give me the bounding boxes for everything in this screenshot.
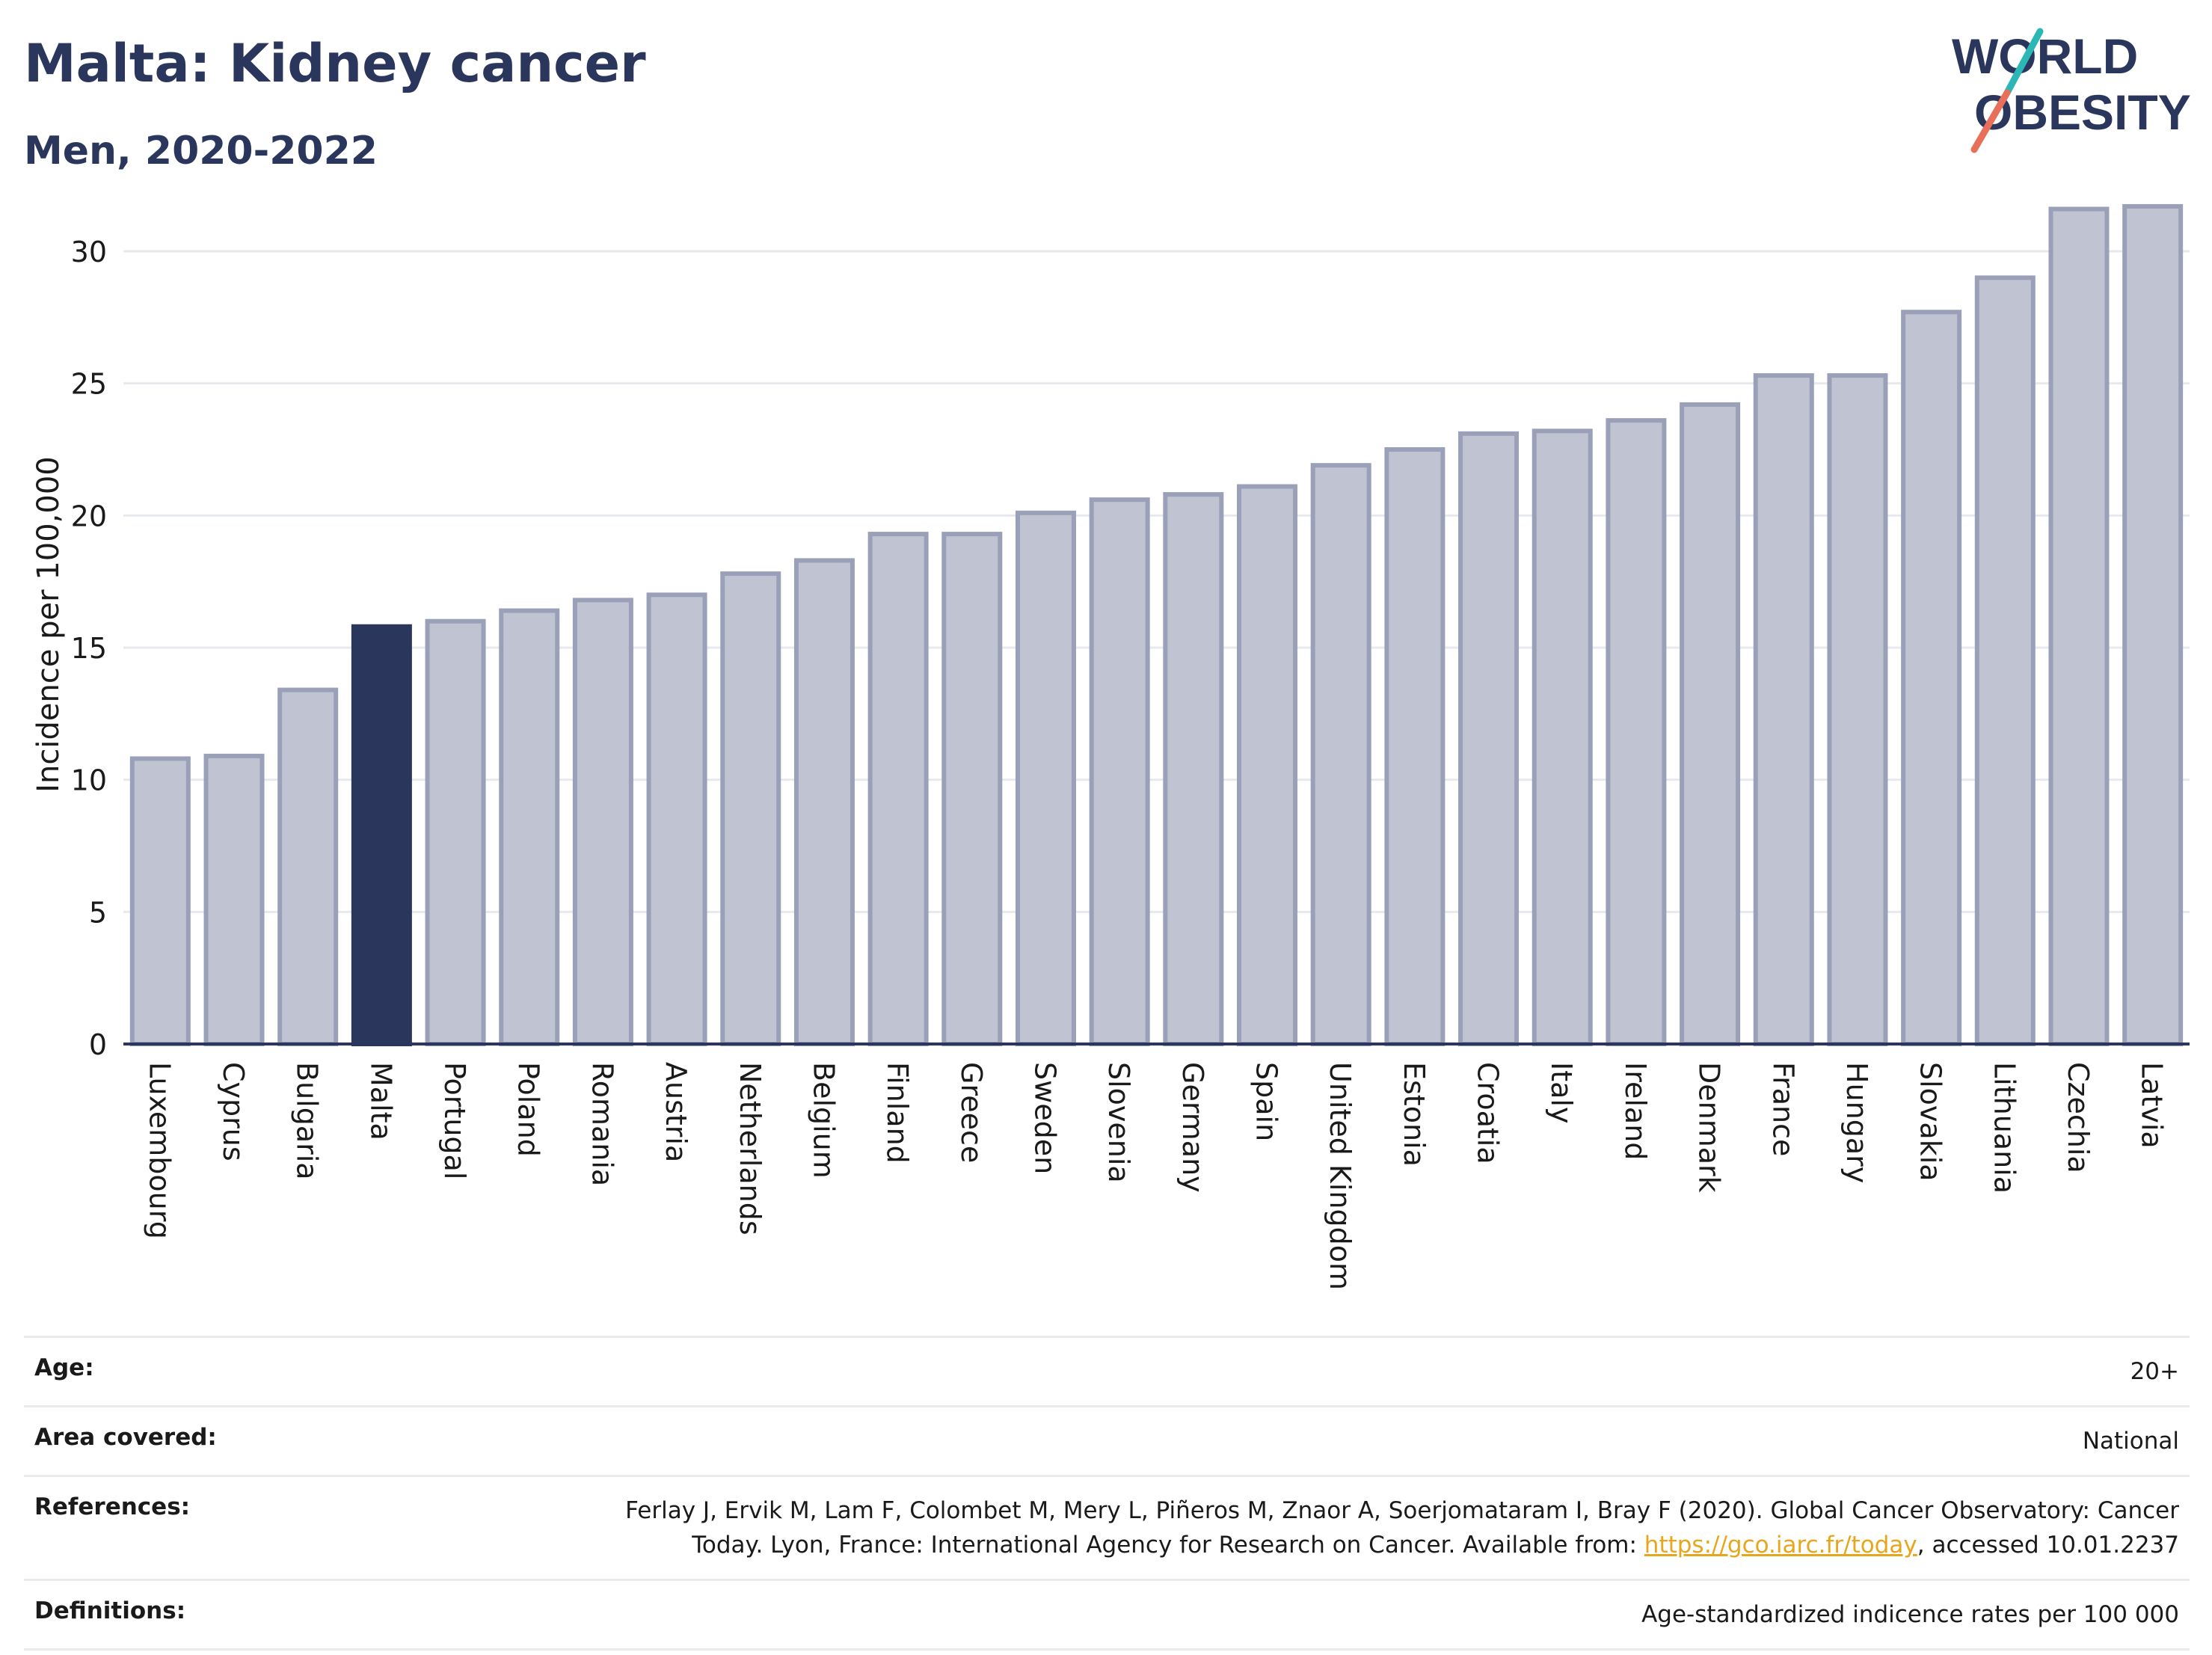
x-tick-label: Hungary <box>1840 1062 1873 1183</box>
x-tick-label: Spain <box>1250 1062 1283 1141</box>
bar-italy <box>1531 429 1593 1046</box>
bar-spain <box>1237 484 1298 1046</box>
age-value: 20+ <box>2130 1358 2179 1385</box>
references-line-2-post: , accessed 10.01.2237 <box>1917 1532 2179 1559</box>
x-tick-label: Estonia <box>1398 1062 1431 1167</box>
bar-slovakia <box>1901 310 1962 1046</box>
x-tick-label: Bulgaria <box>291 1062 324 1180</box>
bar-belgium <box>793 558 855 1046</box>
bar-latvia <box>2122 203 2184 1046</box>
meta-row-age: Age: 20+ <box>24 1336 2190 1405</box>
bar-cyprus <box>203 753 265 1046</box>
logo-teal-stroke <box>2003 28 2044 96</box>
age-label: Age: <box>34 1354 94 1381</box>
logo-coral-stroke <box>1970 89 2011 153</box>
bar-croatia <box>1458 431 1520 1046</box>
x-tick-label: France <box>1766 1062 1799 1156</box>
x-tick-label: Slovenia <box>1102 1062 1135 1183</box>
x-tick-label: Italy <box>1545 1062 1578 1123</box>
references-value: Ferlay J, Ervik M, Lam F, Colombet M, Me… <box>625 1493 2179 1562</box>
bar-romania <box>572 598 633 1046</box>
references-link[interactable]: https://gco.iarc.fr/today <box>1644 1532 1917 1559</box>
y-tick-label: 5 <box>89 896 107 929</box>
y-tick-label: 0 <box>89 1028 107 1061</box>
x-tick-label: Luxembourg <box>143 1062 176 1239</box>
x-tick-label: Poland <box>512 1062 545 1157</box>
definitions-value: Age-standardized indicence rates per 100… <box>1641 1601 2179 1628</box>
bar-denmark <box>1680 402 1741 1046</box>
page-subtitle: Men, 2020-2022 <box>24 129 378 174</box>
x-tick-label: Slovakia <box>1914 1062 1947 1182</box>
bar-greece <box>941 532 1003 1046</box>
meta-row-references: References: Ferlay J, Ervik M, Lam F, Co… <box>24 1475 2190 1579</box>
y-axis-label: Incidence per 100,000 <box>31 456 66 793</box>
x-tick-label: Finland <box>881 1062 914 1164</box>
bar-ireland <box>1606 418 1667 1046</box>
bars <box>129 203 2184 1047</box>
x-tick-label: Germany <box>1176 1062 1209 1193</box>
bar-netherlands <box>720 571 781 1046</box>
bar-chart: 0 5 10 15 20 25 30 Luxembourg Cyprus Bulgaria Malt… <box>31 203 2190 1290</box>
bar-luxembourg <box>129 756 191 1047</box>
x-tick-label: Croatia <box>1472 1062 1505 1164</box>
x-tick-label: Belgium <box>807 1062 840 1179</box>
x-tick-label: Greece <box>955 1062 988 1163</box>
x-tick-label: Romania <box>586 1062 618 1186</box>
x-tick-label: Latvia <box>2136 1062 2169 1149</box>
x-tick-label: Sweden <box>1028 1062 1061 1174</box>
y-tick-label: 10 <box>71 764 107 797</box>
bar-estonia <box>1384 447 1446 1046</box>
x-tick-label: Denmark <box>1693 1062 1726 1193</box>
references-label: References: <box>34 1493 191 1520</box>
x-tick-label: Cyprus <box>217 1062 250 1161</box>
bar-bulgaria <box>277 687 339 1046</box>
bar-poland <box>499 608 560 1046</box>
x-tick-label: Austria <box>660 1062 692 1162</box>
x-tick-label: Malta <box>364 1062 397 1140</box>
y-tick-label: 25 <box>71 368 107 401</box>
meta-row-area: Area covered: National <box>24 1405 2190 1475</box>
x-tick-label: United Kingdom <box>1324 1062 1357 1290</box>
bar-germany <box>1163 492 1224 1046</box>
bar-lithuania <box>1974 275 2036 1046</box>
bar-czechia <box>2048 206 2110 1046</box>
x-tick-label: Ireland <box>1619 1062 1652 1160</box>
bar-france <box>1753 373 1814 1047</box>
page-title: Malta: Kidney cancer <box>24 33 646 94</box>
x-tick-label: Lithuania <box>1988 1062 2021 1194</box>
references-line-1: Ferlay J, Ervik M, Lam F, Colombet M, Me… <box>625 1497 2179 1524</box>
bar-slovenia <box>1089 497 1150 1046</box>
y-tick-label: 15 <box>71 632 107 665</box>
y-tick-label: 30 <box>71 236 107 268</box>
axes: 0 5 10 15 20 25 30 Luxembourg Cyprus Bulgaria Malt… <box>71 236 2190 1290</box>
meta-row-definitions: Definitions: Age-standardized indicence … <box>24 1579 2190 1651</box>
bar-finland <box>867 532 929 1046</box>
x-tick-label: Netherlands <box>734 1062 766 1235</box>
bar-malta <box>351 624 412 1046</box>
bar-portugal <box>425 618 486 1046</box>
x-tick-label: Czechia <box>2062 1062 2095 1173</box>
bar-united-kingdom <box>1310 463 1371 1046</box>
references-line-2-pre: Today. Lyon, France: International Agenc… <box>692 1532 1644 1559</box>
bar-hungary <box>1827 373 1888 1047</box>
bar-austria <box>646 592 707 1046</box>
area-value: National <box>2082 1428 2179 1455</box>
x-tick-label: Portugal <box>438 1062 471 1179</box>
definitions-label: Definitions: <box>34 1597 186 1624</box>
logo-word-world: WORLD <box>1952 28 2138 84</box>
y-tick-label: 20 <box>71 500 107 532</box>
world-obesity-logo: WORLD OBESITY <box>1952 28 2191 153</box>
metadata-table: Age: 20+ Area covered: National Referenc… <box>24 1336 2190 1651</box>
bar-sweden <box>1015 510 1076 1046</box>
area-label: Area covered: <box>34 1424 217 1451</box>
